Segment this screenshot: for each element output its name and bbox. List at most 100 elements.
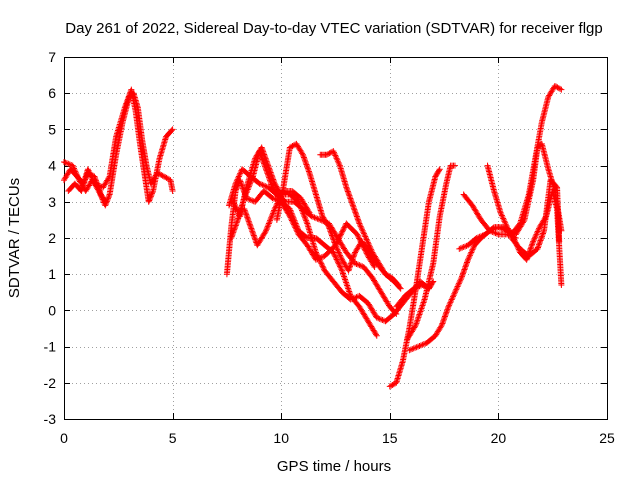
data-point (330, 148, 337, 155)
data-point (289, 213, 296, 220)
data-point (294, 224, 301, 231)
data-point (341, 275, 348, 282)
data-point (267, 178, 274, 185)
data-point (413, 344, 420, 351)
data-point (268, 213, 275, 220)
y-tick-label: 2 (48, 230, 56, 246)
series-arc-14 (406, 227, 519, 354)
data-point (248, 225, 255, 232)
data-point (439, 319, 446, 326)
data-point (301, 214, 308, 221)
data-point (341, 224, 348, 231)
data-point (347, 291, 354, 298)
data-point (383, 271, 390, 278)
data-point (348, 259, 355, 266)
y-axis: -3 -2 -1 0 1 2 3 4 5 6 7 (44, 49, 607, 427)
data-point (89, 176, 96, 183)
data-point (314, 252, 321, 259)
data-point (430, 278, 437, 285)
data-point (301, 213, 308, 220)
data-point (303, 161, 310, 168)
data-point (332, 152, 339, 159)
data-point (554, 84, 561, 91)
data-point (74, 172, 81, 179)
data-point (451, 162, 458, 169)
data-point (349, 202, 356, 209)
data-point (441, 314, 448, 321)
data-point (354, 214, 361, 221)
data-point (332, 242, 339, 249)
data-point (458, 274, 465, 281)
data-point (528, 244, 535, 251)
data-point (356, 262, 363, 269)
data-point (332, 253, 339, 260)
data-point (75, 175, 82, 182)
data-point (339, 267, 346, 274)
data-point (329, 233, 336, 240)
data-point (293, 223, 300, 230)
data-point (334, 246, 341, 253)
data-point (241, 206, 248, 213)
data-point (533, 231, 540, 238)
data-point (368, 248, 375, 255)
data-point (461, 265, 468, 272)
data-point (355, 234, 362, 241)
data-point (325, 222, 332, 229)
data-point (439, 320, 446, 327)
data-point (323, 151, 330, 158)
data-point (495, 224, 502, 231)
data-point (260, 182, 267, 189)
data-point (351, 207, 358, 214)
data-point (259, 156, 266, 163)
data-point (337, 231, 344, 238)
data-point (449, 295, 456, 302)
data-point (412, 285, 419, 292)
data-point (269, 195, 276, 202)
data-point (316, 257, 323, 264)
data-point (65, 160, 72, 167)
data-point (502, 219, 509, 226)
data-point (300, 211, 307, 218)
data-point (502, 221, 509, 228)
data-point (311, 214, 318, 221)
data-point (326, 150, 333, 157)
y-tick-label: 6 (48, 85, 56, 101)
data-point (407, 346, 414, 353)
data-point (346, 194, 353, 201)
y-tick-label: 4 (48, 158, 56, 174)
data-point (163, 174, 170, 181)
data-point (269, 211, 276, 218)
data-point (245, 217, 252, 224)
data-point (539, 231, 546, 238)
data-point (245, 185, 252, 192)
data-point (123, 99, 130, 106)
data-point (315, 216, 322, 223)
data-point (363, 236, 370, 243)
data-point (158, 172, 165, 179)
data-point (61, 158, 67, 165)
data-point (344, 282, 351, 289)
data-point (252, 236, 259, 243)
data-point (373, 314, 380, 321)
data-point (373, 332, 380, 339)
data-point (340, 270, 347, 277)
data-point (262, 229, 269, 236)
series-arc-18 (508, 177, 563, 260)
data-point (104, 196, 111, 203)
data-point (291, 217, 298, 224)
data-point (333, 256, 340, 263)
data-point (540, 229, 547, 236)
data-point (266, 174, 273, 181)
data-point (237, 179, 244, 186)
data-point (468, 249, 475, 256)
data-point (416, 311, 423, 318)
data-point (305, 208, 312, 215)
data-point (488, 227, 495, 234)
data-point (265, 171, 272, 178)
data-point (558, 282, 565, 289)
data-point (257, 150, 264, 157)
data-point (330, 238, 337, 245)
data-point (62, 159, 69, 166)
data-point (257, 181, 264, 188)
data-point (159, 172, 166, 179)
